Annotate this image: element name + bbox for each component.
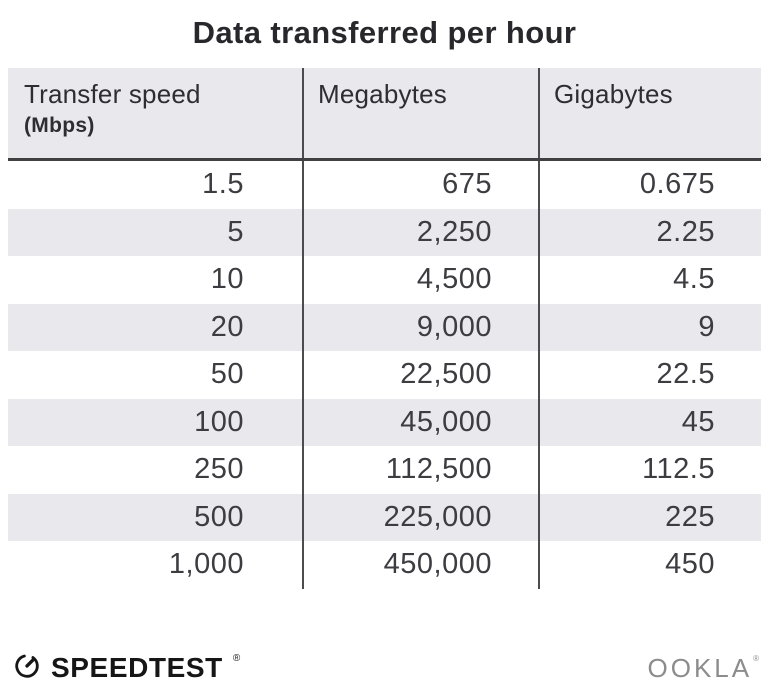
table-row: 1.5 675 0.675 [8, 161, 761, 209]
cell-transfer-speed: 50 [210, 358, 244, 391]
speedtest-gauge-icon [12, 650, 42, 685]
cell-megabytes: 225,000 [302, 493, 538, 541]
cell-megabytes: 675 [302, 161, 538, 209]
cell-transfer-speed: 500 [194, 500, 244, 533]
cell-megabytes: 112,500 [302, 446, 538, 494]
cell-megabytes: 2,250 [302, 208, 538, 256]
table-row: 500 225,000 225 [8, 493, 761, 541]
column-header-gigabytes: Gigabytes [538, 68, 761, 158]
cell-gigabytes: 4.5 [538, 256, 761, 304]
cell-megabytes: 22,500 [302, 351, 538, 399]
cell-gigabytes: 22.5 [538, 351, 761, 399]
cell-gigabytes: 9 [538, 303, 761, 351]
column-header-transfer-speed: Transfer speed (Mbps) [8, 68, 302, 158]
cell-gigabytes: 2.25 [538, 208, 761, 256]
table-row: 250 112,500 112.5 [8, 446, 761, 494]
cell-transfer-speed: 1.5 [202, 168, 244, 201]
cell-transfer-speed: 250 [194, 453, 244, 486]
cell-transfer-speed: 20 [210, 310, 244, 343]
cell-gigabytes: 0.675 [538, 161, 761, 209]
table-row: 5 2,250 2.25 [8, 208, 761, 256]
ookla-wordmark: OOKLA [647, 652, 753, 683]
ookla-logo: OOKLA ® [647, 652, 760, 683]
column-header-gigabytes-label: Gigabytes [554, 79, 673, 109]
cell-megabytes: 450,000 [302, 541, 538, 589]
cell-transfer-speed: 5 [227, 215, 244, 248]
cell-transfer-speed: 1,000 [168, 548, 244, 581]
table-row: 10 4,500 4.5 [8, 256, 761, 304]
cell-transfer-speed: 100 [194, 405, 244, 438]
data-table: Transfer speed (Mbps) Megabytes Gigabyte… [8, 68, 761, 589]
speedtest-logo: SPEEDTEST ® [12, 650, 240, 685]
table-row: 50 22,500 22.5 [8, 351, 761, 399]
page-title: Data transferred per hour [192, 15, 577, 50]
speedtest-wordmark: SPEEDTEST [51, 651, 223, 683]
speedtest-trademark-symbol: ® [232, 653, 241, 664]
column-header-transfer-speed-label: Transfer speed [24, 79, 201, 109]
cell-gigabytes: 45 [538, 398, 761, 446]
cell-transfer-speed: 10 [210, 263, 244, 296]
footer: SPEEDTEST ® OOKLA ® [12, 650, 759, 685]
table-row: 1,000 450,000 450 [8, 541, 761, 589]
cell-megabytes: 45,000 [302, 398, 538, 446]
cell-megabytes: 9,000 [302, 303, 538, 351]
cell-gigabytes: 112.5 [538, 446, 761, 494]
table-row: 20 9,000 9 [8, 303, 761, 351]
cell-gigabytes: 225 [538, 493, 761, 541]
cell-gigabytes: 450 [538, 541, 761, 589]
column-header-megabytes: Megabytes [302, 68, 538, 158]
column-header-megabytes-label: Megabytes [318, 79, 447, 109]
table-header-row: Transfer speed (Mbps) Megabytes Gigabyte… [8, 68, 761, 161]
ookla-trademark-symbol: ® [753, 653, 759, 663]
cell-megabytes: 4,500 [302, 256, 538, 304]
column-header-mbps-unit: (Mbps) [24, 114, 95, 137]
table-row: 100 45,000 45 [8, 398, 761, 446]
table-body: 1.5 675 0.675 5 2,250 2.25 10 4,500 4.5 … [8, 161, 761, 589]
